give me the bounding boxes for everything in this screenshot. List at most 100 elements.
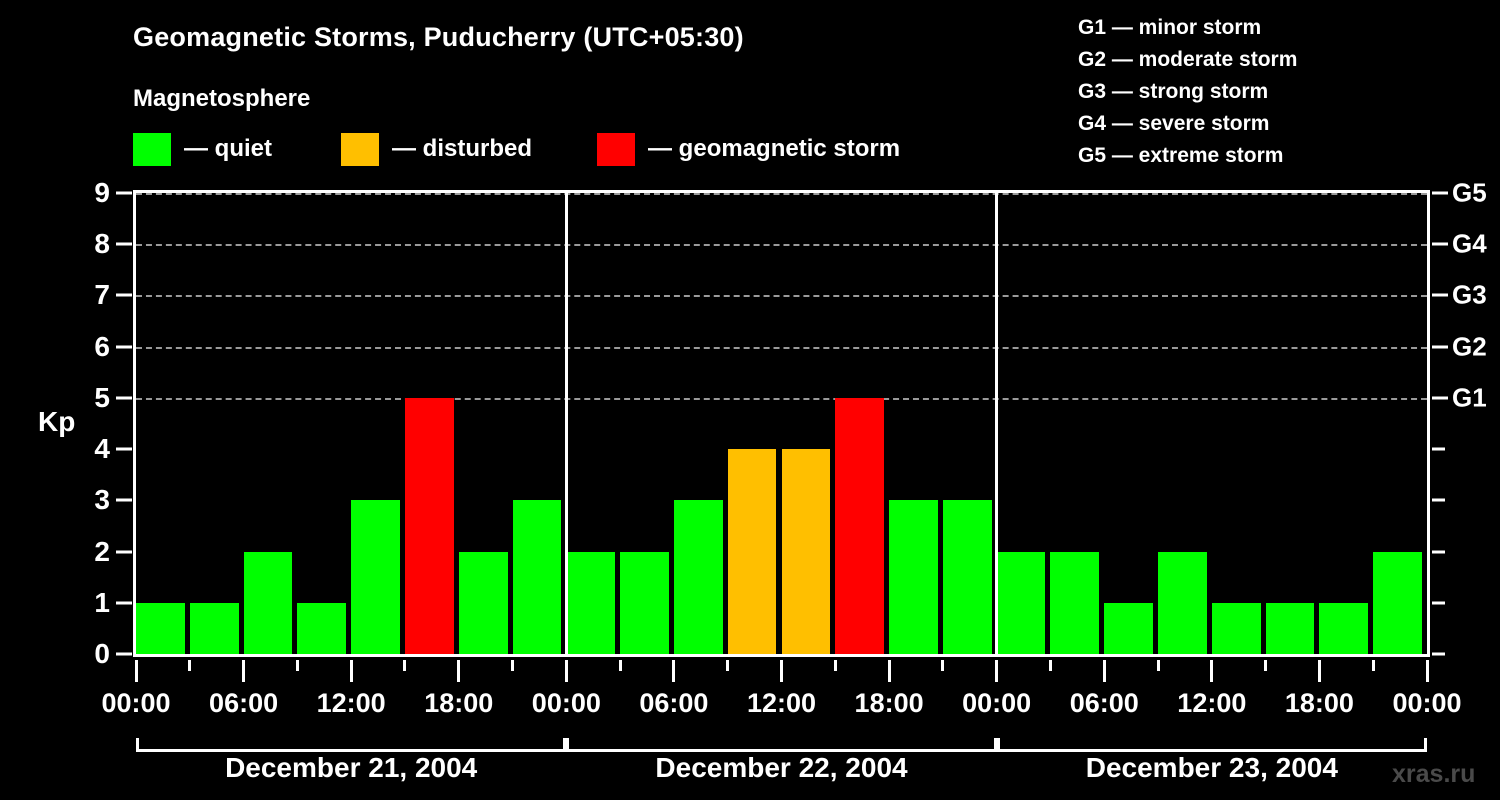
g-tick-mark [1432,345,1448,349]
x-tick-major [1210,660,1214,682]
x-tick-minor [941,660,945,671]
x-tick-minor [188,660,192,671]
y-tick-label: 7 [94,279,110,311]
bar [1265,602,1315,654]
bar [996,551,1046,654]
x-tick-major [564,660,568,682]
legend-label-storm: — geomagnetic storm [648,135,901,162]
page-title: Geomagnetic Storms, Puducherry (UTC+05:3… [133,22,744,52]
bar [351,500,400,654]
right-axis-tick [1432,447,1445,451]
plot-inner [136,193,1427,654]
g-scale-line-g5: G5 — extreme storm [1078,144,1284,167]
y-tick-label: 6 [94,330,110,362]
bar [1158,551,1207,654]
g-scale-key: G1 — minor storm G2 — moderate storm G3 … [1078,12,1297,172]
legend-item-storm: — geomagnetic storm [597,132,901,166]
day-label: December 21, 2004 [225,752,478,783]
x-tick-major [780,660,783,682]
y-tick-label: 9 [94,177,110,208]
x-axis-time-label: 00:00 [1392,688,1462,718]
x-axis-time-label: 18:00 [1284,688,1354,718]
legend-item-disturbed: — disturbed [341,132,532,166]
bar [1211,602,1261,654]
bar [1104,602,1154,654]
g-scale-line-g3: G3 — strong storm [1078,80,1269,103]
bar [243,551,293,654]
x-tick-major [995,660,999,682]
green-square-swatch [133,132,171,166]
x-tick-minor [833,660,837,671]
watermark: xras.ru [1392,760,1476,788]
y-tick-mark [116,601,132,605]
g-tick-label: G4 [1452,228,1487,259]
x-tick-major [672,660,676,682]
legend-item-quiet: — quiet [133,132,272,166]
x-tick-minor [511,660,515,671]
bar [136,602,185,654]
g-tick-mark [1432,293,1448,297]
right-axis-tick [1432,550,1445,554]
g-tick-label: G1 [1452,382,1487,413]
day-separator [995,193,999,654]
legend-title: Magnetosphere [133,85,311,112]
g-scale-line-g4: G4 — severe storm [1078,112,1270,135]
x-tick-major [1425,660,1429,682]
y-tick-label: 4 [94,433,110,465]
legend: — quiet — disturbed — geomagnetic storm [133,132,900,166]
bar [835,397,885,654]
day-label: December 22, 2004 [655,752,908,783]
gridline-kp-7 [136,295,1427,298]
gridline-kp-8 [136,244,1427,247]
y-tick-mark [116,447,132,451]
bar [404,397,454,654]
bar [727,449,777,654]
x-tick-major [1102,660,1106,682]
y-tick-label: 0 [94,638,110,669]
x-tick-major [887,660,891,682]
x-axis-time-label: 06:00 [1069,688,1139,718]
y-tick-mark [116,345,132,349]
right-axis-tick [1432,652,1445,656]
x-axis-time-label: 00:00 [531,688,601,718]
x-tick-minor [618,660,622,671]
bar [673,500,723,654]
x-axis-time-label: 12:00 [746,688,817,718]
x-tick-minor [1048,660,1052,671]
chart-plot-area [133,190,1430,657]
g-tick-mark [1432,242,1448,246]
x-tick-minor [1264,660,1268,671]
day-bracket [996,738,1427,752]
gridline-kp-5 [136,397,1427,400]
x-axis-time-label: 06:00 [209,688,279,718]
bar [458,551,508,654]
right-axis-tick [1432,498,1445,502]
x-axis-time-label: 12:00 [316,688,386,718]
y-tick-mark [116,242,132,246]
y-tick-label: 2 [94,535,110,567]
g-scale-line-g2: G2 — moderate storm [1078,48,1298,71]
y-tick-mark [116,550,132,554]
g-tick-mark [1432,396,1448,400]
bar [1319,602,1369,654]
gridline-kp-6 [136,346,1427,349]
g-scale-line-g1: G1 — minor storm [1078,16,1262,39]
g-tick-mark [1432,191,1448,195]
bar [1050,551,1100,654]
bar [781,449,831,654]
bar [889,500,938,654]
red-square-swatch [597,132,636,166]
x-tick-minor [1156,660,1160,671]
x-tick-minor [1371,660,1375,671]
x-axis-time-label: 00:00 [101,688,171,718]
day-bracket [566,738,997,752]
x-tick-minor [403,660,407,671]
y-tick-mark [116,652,132,656]
bar [620,551,669,654]
x-axis-time-label: 06:00 [639,688,709,718]
g-tick-label: G5 [1452,177,1487,208]
x-axis-time-label: 18:00 [854,688,924,718]
orange-square-swatch [341,132,379,166]
x-tick-major [134,660,138,682]
y-tick-label: 1 [94,586,110,618]
